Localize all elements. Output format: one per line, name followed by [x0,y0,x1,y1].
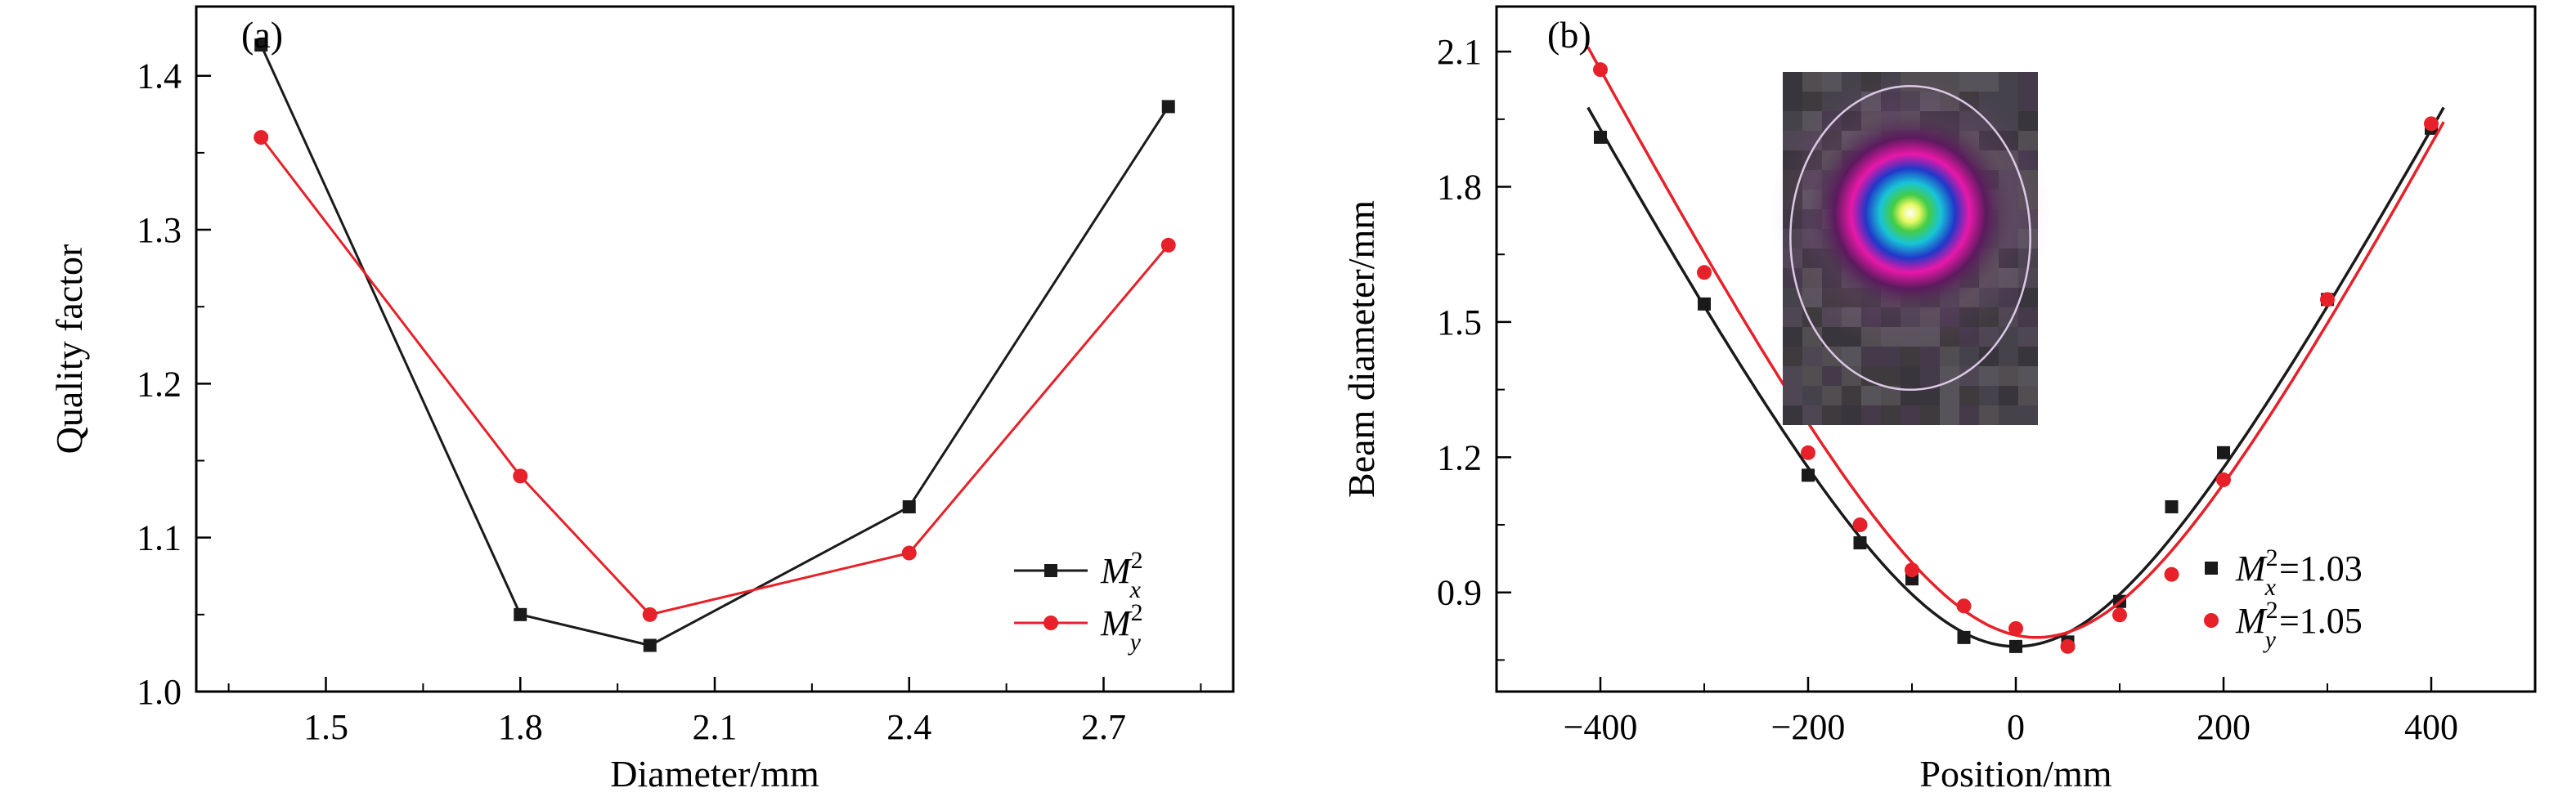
legend-label: M2 x=1.03 [2235,544,2363,601]
series-My2 [1586,46,2445,654]
legend-label: M2 y=1.05 [2235,597,2363,653]
x-tick-label: 2.7 [1081,707,1126,747]
data-point-circle [1593,62,1608,78]
y-axis-label: Quality factor [48,244,90,454]
series-layer [254,38,1176,652]
legend-marker [1044,564,1057,577]
series-Mx2 [254,38,1175,652]
series-My2 [254,130,1176,622]
data-point-circle [1956,598,1972,614]
chart-panel-b: −400 −200 0 200 400 0.9 1.2 1.5 1.8 2.1 Position/m… [1340,5,2537,795]
major-ticks [1497,50,2433,692]
data-point-circle [2060,638,2076,654]
x-tick-label: 1.5 [303,707,348,747]
data-point-circle [254,130,269,146]
legend-marker [2205,562,2218,575]
data-point-circle [2424,116,2439,132]
x-tick-label: −200 [1771,707,1846,747]
y-tick-label: 1.1 [137,518,182,558]
y-tick-label: 1.8 [1437,168,1482,208]
aperture-ring [1789,85,2031,392]
legend-label: M2 y [1100,599,1143,656]
data-point-circle [2320,292,2335,307]
x-axis-label: Position/mm [1919,753,2112,795]
x-tick-label: 200 [2197,707,2251,747]
x-tick-label: 2.1 [693,707,738,747]
data-point-square [643,638,657,652]
y-tick-label: 2.1 [1437,32,1482,72]
minor-ticks [1497,118,2328,692]
data-point-square [1802,468,1815,482]
plot-frame [1495,5,2537,693]
data-point-circle [642,607,657,622]
plot-panel-b: −400 −200 0 200 400 0.9 1.2 1.5 1.8 2.1 Position/m… [1340,5,2537,795]
data-point-circle [1697,265,1712,280]
data-point-circle [2112,607,2127,623]
x-tick-label: 400 [2404,707,2458,747]
data-point-square [2009,639,2022,653]
data-point-circle [2008,620,2023,636]
data-point-square [1957,630,1971,644]
data-point-square [902,500,916,514]
chart-panel-a: 1.5 1.8 2.1 2.4 2.7 1.0 1.1 1.2 1.3 1.4 Diameter/m… [48,5,1235,795]
major-ticks [196,74,1105,693]
data-point-circle [1160,237,1176,253]
data-point-square [2217,446,2230,459]
legend: M2 xM2 y [1014,547,1143,656]
data-point-square [1594,130,1607,144]
y-axis-label: Beam diameter/mm [1340,200,1382,498]
data-point-square [1853,536,1867,550]
y-tick-label: 1.3 [137,210,182,250]
panel-label: (b) [1547,14,1591,56]
series-line-Mx2 [259,44,1169,647]
plot-panel-a: 1.5 1.8 2.1 2.4 2.7 1.0 1.1 1.2 1.3 1.4 Diameter/m… [48,5,1235,795]
x-axis-label: Diameter/mm [610,753,819,795]
x-tick-label: 2.4 [886,707,931,747]
x-tick-label: 0 [2007,707,2025,747]
data-point-circle [901,545,917,561]
legend-marker [1043,616,1058,630]
y-tick-label: 1.2 [1437,437,1482,477]
data-point-square [1161,100,1175,114]
panel-label: (a) [241,14,283,56]
y-tick-label: 1.0 [137,672,182,712]
data-point-circle [2164,566,2179,582]
plot-frame [195,5,1235,693]
x-tick-label: 1.8 [498,707,543,747]
tick-labels: −400 −200 0 200 400 0.9 1.2 1.5 1.8 2.1 [1437,32,2458,747]
tick-labels: 1.5 1.8 2.1 2.4 2.7 1.0 1.1 1.2 1.3 1.4 [137,56,1126,747]
beam-spot [1808,110,2013,316]
data-point-circle [1801,445,1815,460]
legend-marker [2204,613,2219,628]
data-point-circle [513,468,528,484]
data-point-circle [2216,472,2231,487]
data-point-square [514,607,527,621]
data-point-circle [1852,517,1868,533]
y-tick-label: 1.2 [137,364,182,404]
data-point-square [254,38,268,52]
x-tick-label: −400 [1564,707,1638,747]
legend-label: M2 x [1100,547,1143,603]
beam-profile-inset [1770,72,2051,425]
series-layer [1586,46,2445,654]
data-point-square [1698,297,1711,311]
minor-ticks [196,151,1202,692]
data-point-circle [1905,562,1919,578]
data-point-square [2165,499,2179,513]
y-tick-label: 1.5 [1437,302,1482,343]
y-tick-label: 1.4 [137,56,182,96]
y-tick-label: 0.9 [1437,573,1482,613]
series-line-My2 [260,137,1169,616]
